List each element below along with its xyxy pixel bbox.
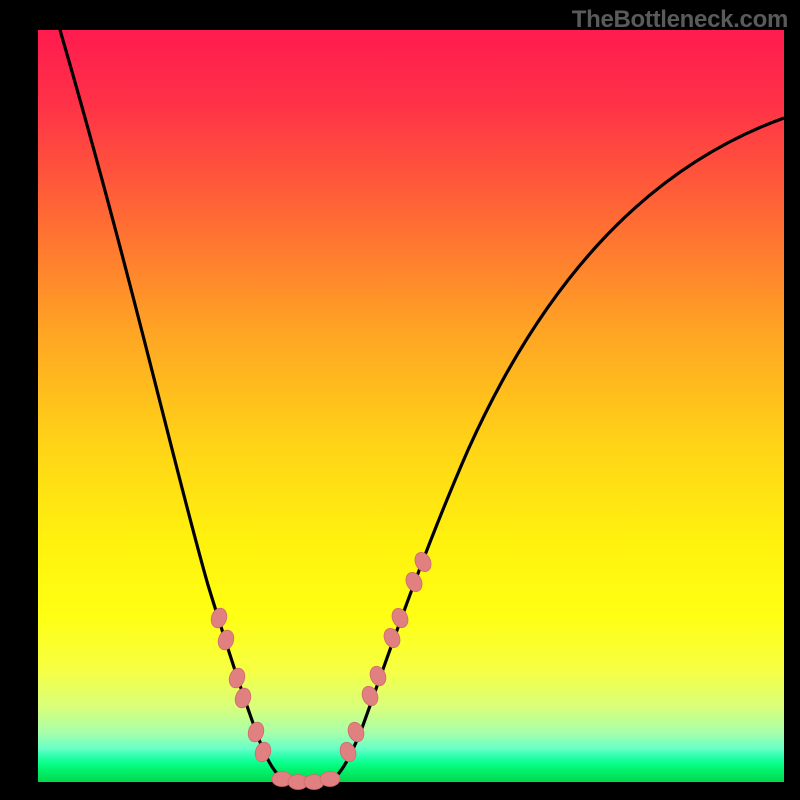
bead-marker (233, 686, 253, 710)
bead-marker (246, 720, 266, 744)
bead-marker (389, 606, 411, 630)
right-curve (330, 118, 784, 781)
bead-marker (216, 628, 236, 652)
bead-marker (367, 664, 388, 688)
bead-marker (403, 570, 425, 595)
watermark-text: TheBottleneck.com (572, 6, 788, 34)
bead-marker (227, 666, 247, 690)
curve-layer (0, 0, 800, 800)
left-curve (60, 30, 286, 781)
beads-group (209, 550, 434, 790)
bead-marker (209, 606, 229, 630)
chart-stage: TheBottleneck.com (0, 0, 800, 800)
bead-marker (412, 550, 434, 575)
bead-marker (320, 771, 341, 787)
bead-marker (381, 626, 403, 650)
